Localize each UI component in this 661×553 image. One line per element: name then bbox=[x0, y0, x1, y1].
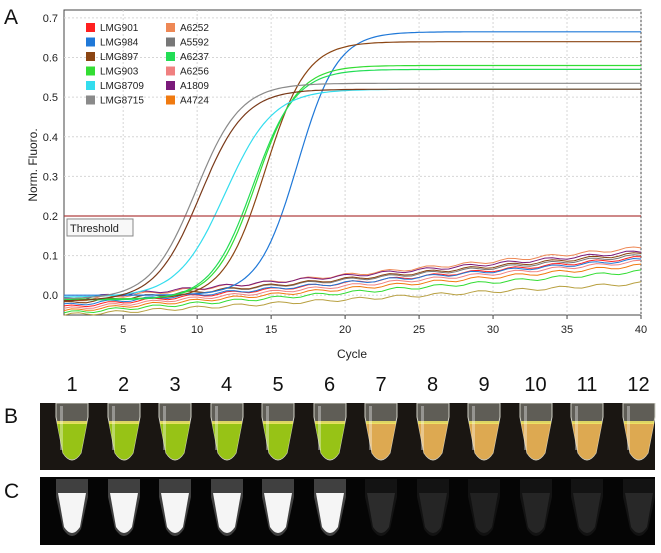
amplification-curve bbox=[64, 31, 641, 296]
tube-number: 4 bbox=[220, 374, 233, 396]
y-tick-label: 0.7 bbox=[43, 13, 58, 25]
legend-swatch bbox=[166, 37, 175, 47]
tube-visible bbox=[416, 403, 449, 461]
x-tick-label: 35 bbox=[561, 324, 573, 336]
legend-entry: A5592 bbox=[180, 38, 209, 49]
tube-visible bbox=[210, 403, 243, 461]
tube-number: 8 bbox=[426, 374, 439, 396]
negative-sample-line bbox=[63, 269, 642, 314]
threshold-box bbox=[66, 218, 134, 237]
legend-entry: LMG897 bbox=[100, 52, 139, 63]
legend-swatch bbox=[86, 81, 95, 90]
tube-fluorescence bbox=[159, 479, 191, 536]
tube-visible bbox=[570, 403, 604, 461]
legend-entry: A1809 bbox=[180, 81, 209, 92]
tube-number: 6 bbox=[323, 374, 336, 396]
panel-label-b: B bbox=[4, 405, 19, 428]
panel-label-a: A bbox=[4, 6, 19, 29]
amplification-curve bbox=[63, 82, 641, 300]
legend-swatch bbox=[166, 66, 175, 76]
y-tick-label: 0.5 bbox=[43, 92, 58, 104]
tube-visible bbox=[158, 403, 192, 461]
negative-sample-line bbox=[63, 259, 642, 309]
tube-number: 2 bbox=[117, 374, 130, 396]
tube-visible bbox=[364, 403, 398, 461]
tube-fluorescence bbox=[107, 479, 140, 536]
legend-entry: LMG901 bbox=[100, 23, 139, 34]
y-tick-label: 0.0 bbox=[43, 290, 58, 302]
tube-fluorescence bbox=[468, 479, 500, 536]
tube-fluorescence bbox=[519, 479, 552, 536]
negative-sample-line bbox=[63, 281, 642, 316]
tube-number: 9 bbox=[478, 374, 490, 396]
x-tick-label: 10 bbox=[191, 324, 203, 336]
x-tick-label: 15 bbox=[265, 324, 277, 336]
tube-number: 12 bbox=[627, 374, 650, 396]
legend-swatch bbox=[86, 66, 95, 76]
tube-fluorescence bbox=[56, 479, 88, 536]
tube-number: 11 bbox=[576, 374, 598, 396]
tube-fluorescence bbox=[416, 479, 449, 536]
tube-visible bbox=[313, 403, 346, 461]
legend-swatch bbox=[86, 37, 95, 47]
y-tick-label: 0.2 bbox=[43, 211, 58, 223]
tube-visible bbox=[261, 403, 295, 461]
y-axis-label: Norm. Fluoro. bbox=[26, 128, 40, 201]
panel-label-c: C bbox=[4, 480, 20, 503]
negative-sample-line bbox=[63, 246, 642, 302]
tube-fluorescence bbox=[571, 479, 603, 536]
legend-swatch bbox=[166, 23, 175, 32]
tube-visible bbox=[467, 403, 501, 461]
x-tick-label: 5 bbox=[120, 324, 126, 336]
tube-fluorescence bbox=[365, 479, 397, 536]
tube-photo-fluorescence bbox=[40, 477, 655, 545]
legend-entry: LMG8709 bbox=[100, 81, 144, 92]
tube-number: 7 bbox=[375, 374, 387, 396]
y-tick-label: 0.1 bbox=[43, 251, 58, 263]
tube-number: 10 bbox=[524, 374, 547, 396]
x-tick-label: 30 bbox=[487, 324, 499, 336]
tube-fluorescence bbox=[313, 479, 346, 536]
tube-number: 3 bbox=[169, 374, 181, 396]
tube-fluorescence bbox=[622, 479, 655, 536]
y-tick-label: 0.4 bbox=[43, 132, 58, 144]
tube-number: 1 bbox=[66, 374, 78, 396]
negative-sample-line bbox=[63, 250, 642, 300]
tube-visible bbox=[55, 403, 89, 461]
legend-entry: A6237 bbox=[180, 52, 209, 63]
x-tick-label: 20 bbox=[339, 324, 351, 336]
tube-visible bbox=[107, 403, 140, 461]
legend-swatch bbox=[86, 95, 95, 105]
qpcr-amplification-chart: 0.00.10.20.30.40.50.60.75 10 15 20 25 30 35 40 … bbox=[26, 9, 647, 361]
plot-area bbox=[63, 9, 642, 316]
legend-entry: A6252 bbox=[180, 23, 209, 34]
tube-photo-visible bbox=[40, 403, 655, 470]
tube-fluorescence bbox=[262, 479, 294, 536]
tube-visible bbox=[622, 403, 655, 461]
negative-sample-line bbox=[63, 263, 642, 312]
legend-swatch bbox=[166, 52, 175, 61]
legend-swatch bbox=[166, 95, 175, 105]
tube-fluorescence bbox=[210, 479, 243, 536]
x-tick-label: 40 bbox=[635, 324, 647, 336]
legend-entry: A6256 bbox=[180, 67, 209, 78]
tube-number: 5 bbox=[272, 374, 284, 396]
tube-visible bbox=[519, 403, 552, 461]
legend-entry: LMG8715 bbox=[100, 96, 144, 107]
negative-sample-line bbox=[63, 252, 642, 304]
threshold-label: Threshold bbox=[70, 223, 119, 235]
legend-entry: A4724 bbox=[180, 96, 209, 107]
legend-swatch bbox=[86, 52, 95, 61]
y-tick-label: 0.3 bbox=[43, 171, 58, 183]
amplification-curve bbox=[64, 68, 641, 301]
legend-entry: LMG984 bbox=[100, 38, 139, 49]
legend-swatch bbox=[166, 81, 175, 90]
amplification-curve bbox=[64, 88, 641, 302]
legend-entry: LMG903 bbox=[100, 67, 139, 78]
legend-swatch bbox=[86, 23, 95, 32]
x-axis-label: Cycle bbox=[337, 347, 367, 361]
y-tick-label: 0.6 bbox=[43, 53, 58, 65]
x-tick-label: 25 bbox=[413, 324, 425, 336]
